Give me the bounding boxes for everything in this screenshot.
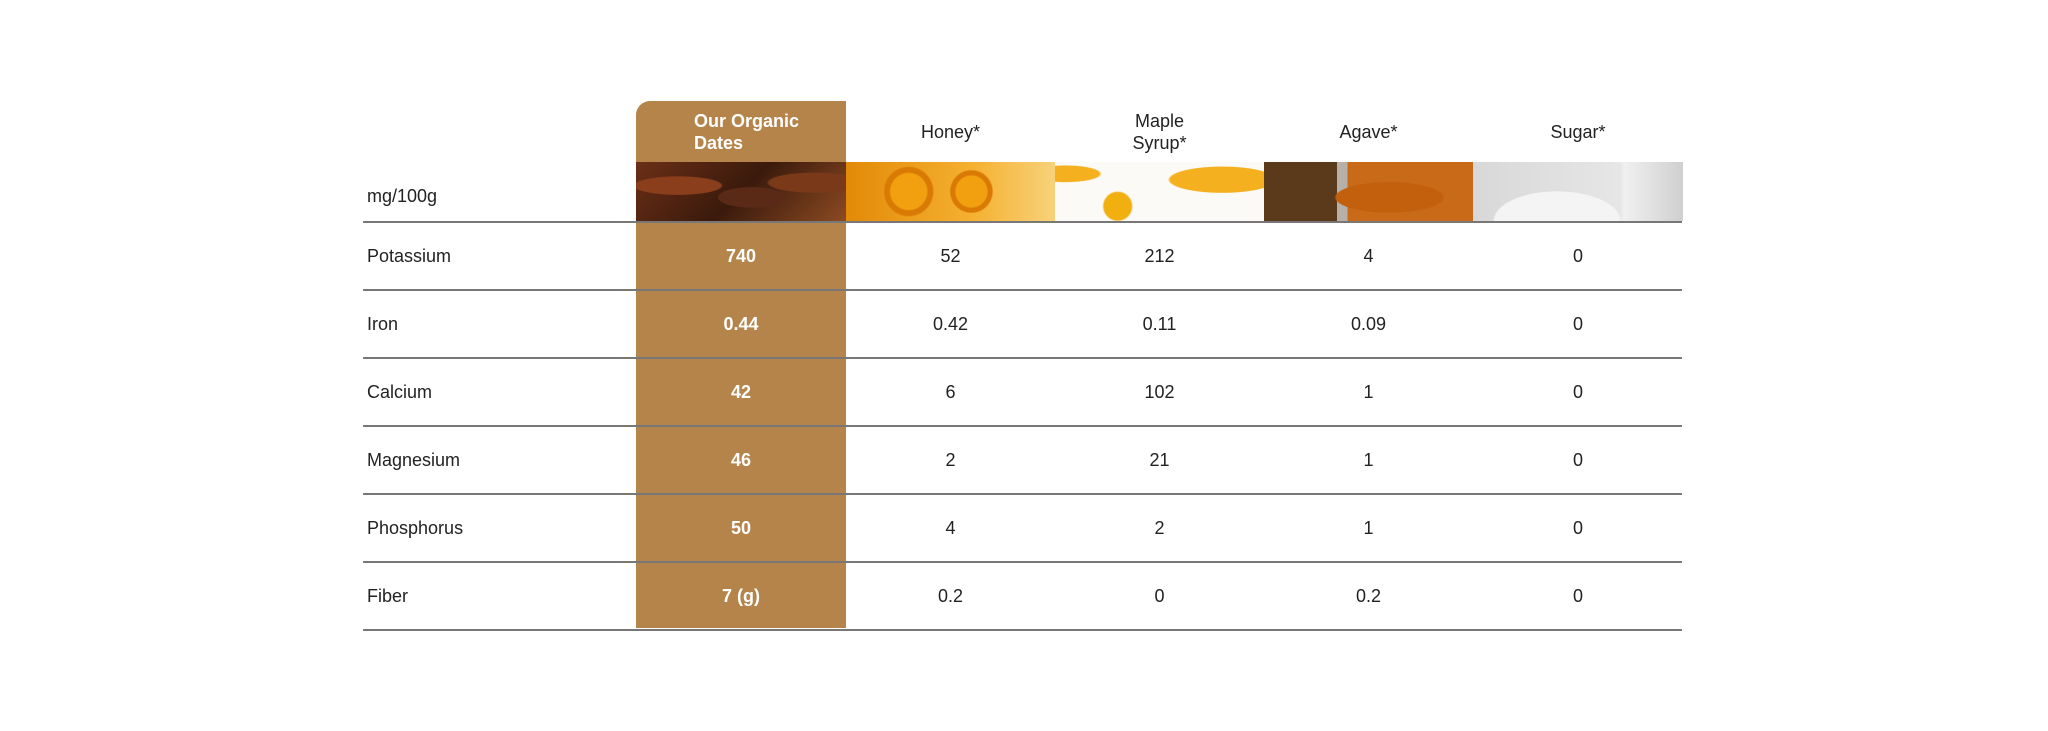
table-row: Magnesium 46 2 21 1 0 xyxy=(363,427,1682,495)
cell-agave: 1 xyxy=(1363,381,1374,402)
cell-maple-syrup: 2 xyxy=(1154,517,1165,538)
cell-agave: 1 xyxy=(1363,449,1374,470)
cell-honey: 6 xyxy=(945,381,956,402)
row-label: Magnesium xyxy=(367,449,461,470)
honey-image xyxy=(846,162,1055,221)
cell-maple-syrup: 102 xyxy=(1144,381,1175,402)
cell-dates: 42 xyxy=(730,381,752,402)
col-header-agave: Agave* xyxy=(1339,121,1398,142)
row-label: Potassium xyxy=(367,245,452,266)
cell-honey: 4 xyxy=(945,517,956,538)
cell-honey: 0.42 xyxy=(932,313,969,334)
agave-image xyxy=(1264,162,1473,221)
cell-sugar: 0 xyxy=(1572,517,1583,538)
cell-dates: 0.44 xyxy=(723,313,759,334)
header-row: Our Organic Dates Honey* Maple Syrup* Ag… xyxy=(363,101,1682,162)
table-row: Fiber 7 (g) 0.2 0 0.2 0 xyxy=(363,563,1682,631)
row-label: Fiber xyxy=(367,585,409,606)
row-label: Phosphorus xyxy=(367,517,464,538)
table-row: Phosphorus 50 4 2 1 0 xyxy=(363,495,1682,563)
cell-agave: 0.2 xyxy=(1355,585,1382,606)
col-header-maple-syrup: Maple Syrup* xyxy=(1132,110,1187,153)
col-header-dates: Our Organic Dates xyxy=(694,110,800,153)
table-row: Iron 0.44 0.42 0.11 0.09 0 xyxy=(363,291,1682,359)
cell-dates: 740 xyxy=(725,245,757,266)
cell-dates: 50 xyxy=(730,517,752,538)
sugar-image xyxy=(1473,162,1683,221)
cell-dates: 7 (g) xyxy=(722,585,760,606)
cell-honey: 0.2 xyxy=(937,585,964,606)
cell-sugar: 0 xyxy=(1572,313,1583,334)
cell-sugar: 0 xyxy=(1572,585,1583,606)
col-header-honey: Honey* xyxy=(920,121,981,142)
row-label: Calcium xyxy=(367,381,433,402)
dates-image xyxy=(636,162,846,221)
col-header-sugar: Sugar* xyxy=(1550,121,1606,142)
nutrition-comparison-table: Our Organic Dates Honey* Maple Syrup* Ag… xyxy=(363,101,1683,631)
cell-dates: 46 xyxy=(730,449,752,470)
cell-maple-syrup: 212 xyxy=(1144,245,1175,266)
cell-agave: 0.09 xyxy=(1350,313,1387,334)
cell-maple-syrup: 0 xyxy=(1154,585,1165,606)
unit-label: mg/100g xyxy=(367,186,438,206)
table-row: Potassium 740 52 212 4 0 xyxy=(363,223,1682,291)
cell-agave: 4 xyxy=(1363,245,1374,266)
image-row: mg/100g xyxy=(363,162,1683,223)
table-row: Calcium 42 6 102 1 0 xyxy=(363,359,1682,427)
cell-maple-syrup: 21 xyxy=(1149,449,1170,470)
cell-sugar: 0 xyxy=(1572,381,1583,402)
cell-sugar: 0 xyxy=(1572,449,1583,470)
cell-honey: 52 xyxy=(940,245,961,266)
cell-agave: 1 xyxy=(1363,517,1374,538)
cell-honey: 2 xyxy=(945,449,956,470)
maple-syrup-image xyxy=(1055,162,1264,221)
row-label: Iron xyxy=(367,313,399,334)
cell-maple-syrup: 0.11 xyxy=(1142,313,1177,334)
cell-sugar: 0 xyxy=(1572,245,1583,266)
